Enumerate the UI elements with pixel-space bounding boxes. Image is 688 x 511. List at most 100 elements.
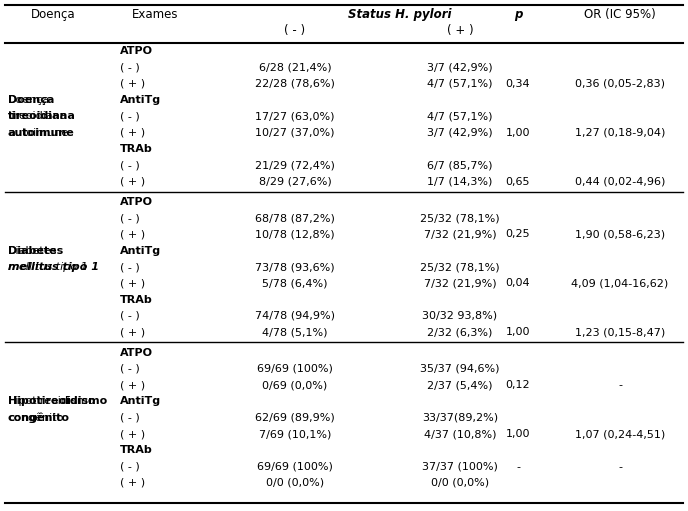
Text: congênito: congênito [8,412,70,423]
Text: ( + ): ( + ) [120,128,145,137]
Text: TRAb: TRAb [120,446,153,455]
Text: 7/69 (10,1%): 7/69 (10,1%) [259,429,331,439]
Text: autoimune: autoimune [8,128,68,137]
Text: ( - ): ( - ) [120,413,140,423]
Text: ( + ): ( + ) [120,380,145,390]
Text: OR (IC 95%): OR (IC 95%) [584,8,656,20]
Text: 37/37 (100%): 37/37 (100%) [422,461,498,472]
Text: 4/37 (10,8%): 4/37 (10,8%) [424,429,496,439]
Text: AntiTg: AntiTg [120,246,161,256]
Text: 10/78 (12,8%): 10/78 (12,8%) [255,229,335,240]
Text: 35/37 (94,6%): 35/37 (94,6%) [420,364,499,374]
Text: -: - [516,461,520,472]
Text: Status H. pylori: Status H. pylori [348,8,452,20]
Text: ( - ): ( - ) [120,461,140,472]
Text: 62/69 (89,9%): 62/69 (89,9%) [255,413,335,423]
Text: Hipotireoidismo: Hipotireoidismo [8,397,107,406]
Text: Doença: Doença [8,95,50,105]
Text: ( + ): ( + ) [447,24,473,36]
Text: 7/32 (21,9%): 7/32 (21,9%) [424,278,496,288]
Text: 7/32 (21,9%): 7/32 (21,9%) [424,229,496,240]
Text: ATPO: ATPO [120,347,153,358]
Text: ATPO: ATPO [120,197,153,207]
Text: 0,65: 0,65 [506,176,530,187]
Text: TRAb: TRAb [120,295,153,305]
Text: 69/69 (100%): 69/69 (100%) [257,364,333,374]
Text: 0,04: 0,04 [506,278,530,288]
Text: tireoidiana: tireoidiana [8,111,76,121]
Text: 6/28 (21,4%): 6/28 (21,4%) [259,62,332,73]
Text: 0/0 (0,0%): 0/0 (0,0%) [431,478,489,488]
Text: 4,09 (1,04-16,62): 4,09 (1,04-16,62) [571,278,669,288]
Text: 1/7 (14,3%): 1/7 (14,3%) [427,176,493,187]
Text: 17/27 (63,0%): 17/27 (63,0%) [255,111,335,121]
Text: ( + ): ( + ) [120,79,145,89]
Text: 73/78 (93,6%): 73/78 (93,6%) [255,262,335,272]
Text: 69/69 (100%): 69/69 (100%) [257,461,333,472]
Text: Diabetes: Diabetes [8,246,63,256]
Text: 0,12: 0,12 [506,380,530,390]
Text: ( - ): ( - ) [120,213,140,223]
Text: 1,00: 1,00 [506,429,530,439]
Text: 1,90 (0,58-6,23): 1,90 (0,58-6,23) [575,229,665,240]
Text: 8/29 (27,6%): 8/29 (27,6%) [259,176,332,187]
Text: ( - ): ( - ) [120,111,140,121]
Text: 1,00: 1,00 [506,327,530,337]
Text: ( - ): ( - ) [120,160,140,170]
Text: 3/7 (42,9%): 3/7 (42,9%) [427,128,493,137]
Text: ( + ): ( + ) [120,229,145,240]
Text: -: - [618,461,622,472]
Text: mellitus tipo 1: mellitus tipo 1 [8,262,88,272]
Text: 25/32 (78,1%): 25/32 (78,1%) [420,213,499,223]
Text: 0,25: 0,25 [506,229,530,240]
Text: ( + ): ( + ) [120,429,145,439]
Text: 6/7 (85,7%): 6/7 (85,7%) [427,160,493,170]
Text: 5/78 (6,4%): 5/78 (6,4%) [262,278,327,288]
Text: 2/32 (6,3%): 2/32 (6,3%) [427,327,493,337]
Text: Exames: Exames [131,8,178,20]
Text: ( + ): ( + ) [120,327,145,337]
Text: 0,44 (0,02-4,96): 0,44 (0,02-4,96) [574,176,665,187]
Text: 33/37(89,2%): 33/37(89,2%) [422,413,498,423]
Text: 3/7 (42,9%): 3/7 (42,9%) [427,62,493,73]
Text: 1,27 (0,18-9,04): 1,27 (0,18-9,04) [574,128,665,137]
Text: ( - ): ( - ) [120,311,140,321]
Text: 68/78 (87,2%): 68/78 (87,2%) [255,213,335,223]
Text: 0/0 (0,0%): 0/0 (0,0%) [266,478,324,488]
Text: 4/78 (5,1%): 4/78 (5,1%) [262,327,327,337]
Text: 22/28 (78,6%): 22/28 (78,6%) [255,79,335,89]
Text: congênito: congênito [8,412,63,423]
Text: p: p [514,8,522,20]
Text: ( + ): ( + ) [120,176,145,187]
Text: ATPO: ATPO [120,46,153,56]
Text: 1,23 (0,15-8,47): 1,23 (0,15-8,47) [575,327,665,337]
Text: 74/78 (94,9%): 74/78 (94,9%) [255,311,335,321]
Text: 0,34: 0,34 [506,79,530,89]
Text: Diabetes: Diabetes [8,246,57,256]
Text: 2/37 (5,4%): 2/37 (5,4%) [427,380,493,390]
Text: 4/7 (57,1%): 4/7 (57,1%) [427,111,493,121]
Text: ( + ): ( + ) [120,478,145,488]
Text: ( - ): ( - ) [284,24,305,36]
Text: AntiTg: AntiTg [120,397,161,406]
Text: ( - ): ( - ) [120,364,140,374]
Text: TRAb: TRAb [120,144,153,154]
Text: ( - ): ( - ) [120,62,140,73]
Text: 21/29 (72,4%): 21/29 (72,4%) [255,160,335,170]
Text: 0,36 (0,05-2,83): 0,36 (0,05-2,83) [575,79,665,89]
Text: Hipotireoidismo: Hipotireoidismo [8,397,96,406]
Text: 0/69 (0,0%): 0/69 (0,0%) [262,380,327,390]
Text: 10/27 (37,0%): 10/27 (37,0%) [255,128,335,137]
Text: autoimune: autoimune [8,128,75,137]
Text: 1,00: 1,00 [506,128,530,137]
Text: tireoidiana: tireoidiana [8,111,67,121]
Text: AntiTg: AntiTg [120,95,161,105]
Text: 4/7 (57,1%): 4/7 (57,1%) [427,79,493,89]
Text: Doença: Doença [31,8,75,20]
Text: ( - ): ( - ) [120,262,140,272]
Text: -: - [618,380,622,390]
Text: 30/32 93,8%): 30/32 93,8%) [422,311,497,321]
Text: Doença: Doença [8,95,54,105]
Text: mellitus tipo 1: mellitus tipo 1 [8,262,99,272]
Text: 1,07 (0,24-4,51): 1,07 (0,24-4,51) [575,429,665,439]
